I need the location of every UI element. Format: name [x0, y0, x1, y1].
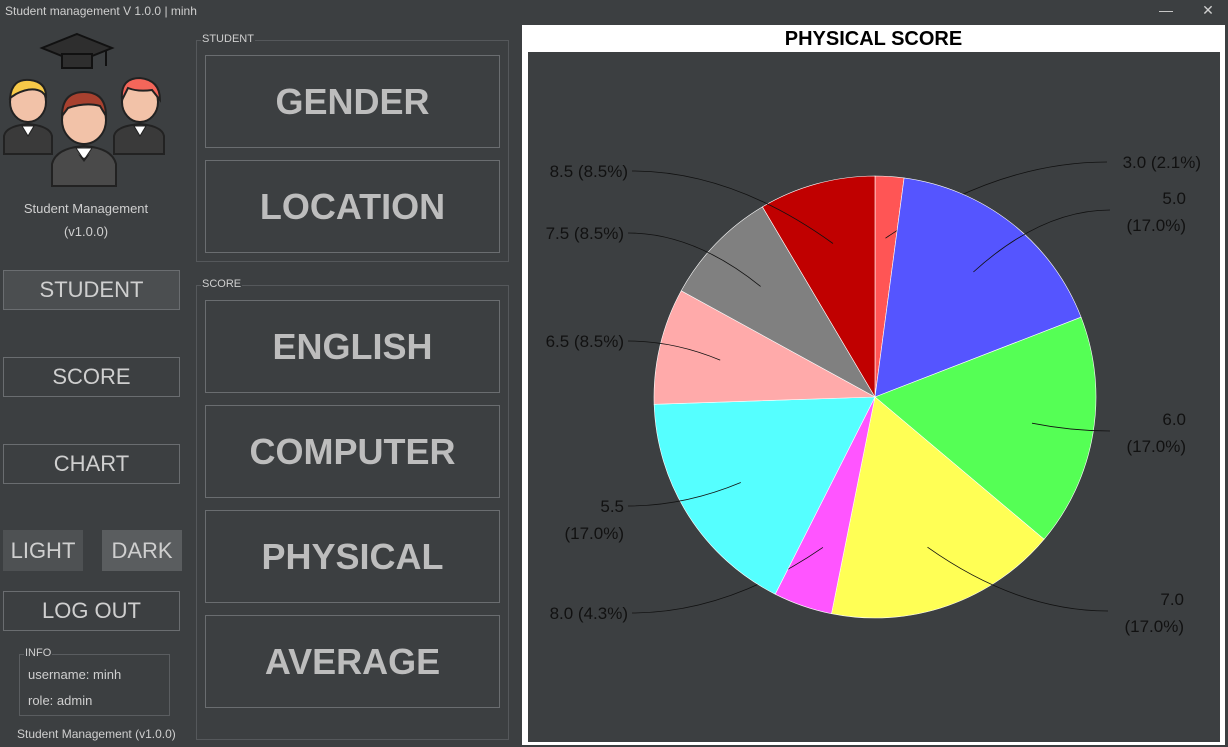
nav-score-button[interactable]: SCORE: [3, 357, 180, 397]
pie-slice-7-5: [680, 206, 876, 398]
window-title: Student management V 1.0.0 | minh: [5, 4, 197, 18]
app-name: Student Management: [23, 201, 149, 216]
pie-leader-line: [927, 546, 1109, 612]
pie-slice-5-5: [653, 396, 876, 595]
chart-frame: PHYSICAL SCORE 3.0 (2.1%) 5.0 (17.0%) 6.0 (1…: [522, 25, 1225, 745]
pie-label: 8.5 (8.5%): [550, 162, 628, 181]
pie-leader-line: [1031, 422, 1111, 432]
chart-title: PHYSICAL SCORE: [784, 28, 963, 50]
info-panel: INFO username: minh role: admin: [19, 647, 170, 716]
pie-leader-line: [627, 340, 721, 361]
gender-button[interactable]: GENDER: [205, 55, 500, 148]
pie-label: 7.0 (17.0%): [1124, 590, 1184, 636]
dark-theme-button[interactable]: DARK: [102, 530, 182, 571]
students-graduation-icon: [3, 32, 165, 187]
pie-slice-8-5: [761, 175, 876, 399]
physical-button[interactable]: PHYSICAL: [205, 510, 500, 603]
pie-label: 6.5 (8.5%): [546, 332, 624, 351]
pie-label: 6.0 (17.0%): [1126, 410, 1186, 456]
computer-button[interactable]: COMPUTER: [205, 405, 500, 498]
info-role: role: admin: [28, 693, 93, 708]
pie-leader-line: [631, 547, 824, 614]
pie-slice-5-0: [874, 177, 1082, 398]
student-group-legend: STUDENT: [201, 33, 255, 45]
pie-slice-6-0: [874, 316, 1097, 540]
logout-button[interactable]: LOG OUT: [3, 591, 180, 631]
score-group: SCORE: [196, 278, 509, 740]
pie-label: 7.5 (8.5%): [546, 224, 624, 243]
chart-plot-area: 3.0 (2.1%) 5.0 (17.0%) 6.0 (17.0%) 7.0 (17.0%)…: [528, 52, 1220, 742]
info-username: username: minh: [28, 667, 122, 682]
light-theme-button[interactable]: LIGHT: [3, 530, 83, 571]
pie-chart: 3.0 (2.1%) 5.0 (17.0%) 6.0 (17.0%) 7.0 (17.0%)…: [546, 153, 1201, 636]
nav-chart-button[interactable]: CHART: [3, 444, 180, 484]
app-version: (v1.0.0): [63, 224, 109, 239]
location-button[interactable]: LOCATION: [205, 160, 500, 253]
pie-leader-line: [627, 482, 741, 507]
footer-version: Student Management (v1.0.0): [17, 727, 176, 741]
nav-student-button[interactable]: STUDENT: [3, 270, 180, 310]
pie-label: 5.5 (17.0%): [564, 497, 624, 543]
pie-label: 8.0 (4.3%): [550, 604, 628, 623]
pie-leader-line: [627, 232, 761, 287]
pie-label: 5.0 (17.0%): [1126, 189, 1186, 235]
pie-slice-6-5: [653, 290, 877, 405]
english-button[interactable]: ENGLISH: [205, 300, 500, 393]
close-icon[interactable]: ✕: [1202, 2, 1214, 18]
pie-label: 3.0 (2.1%): [1123, 153, 1201, 172]
average-button[interactable]: AVERAGE: [205, 615, 500, 708]
score-group-legend: SCORE: [201, 278, 243, 290]
pie-leader-line: [631, 170, 834, 244]
minimize-icon[interactable]: —: [1159, 2, 1173, 18]
pie-slice-7-0: [831, 396, 1045, 619]
pie-leader-line: [973, 209, 1111, 273]
title-bar: Student management V 1.0.0 | minh — ✕: [0, 0, 1228, 22]
info-legend: INFO: [24, 647, 53, 659]
student-group: STUDENT: [196, 33, 509, 262]
